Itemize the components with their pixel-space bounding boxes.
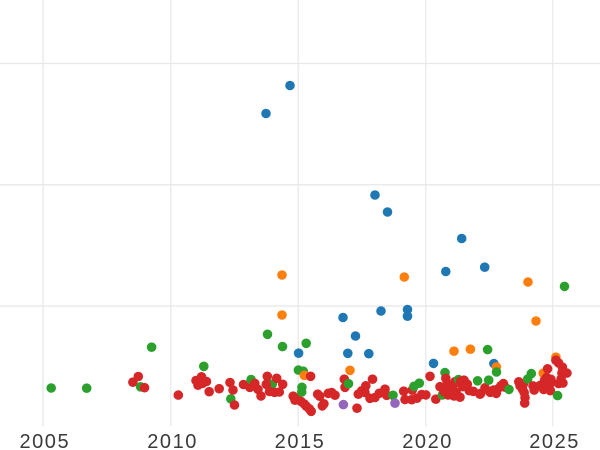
- svg-text:2005: 2005: [19, 431, 70, 450]
- svg-text:2010: 2010: [147, 431, 198, 450]
- svg-text:2020: 2020: [402, 431, 453, 450]
- svg-text:2025: 2025: [529, 431, 580, 450]
- svg-text:2015: 2015: [275, 431, 326, 450]
